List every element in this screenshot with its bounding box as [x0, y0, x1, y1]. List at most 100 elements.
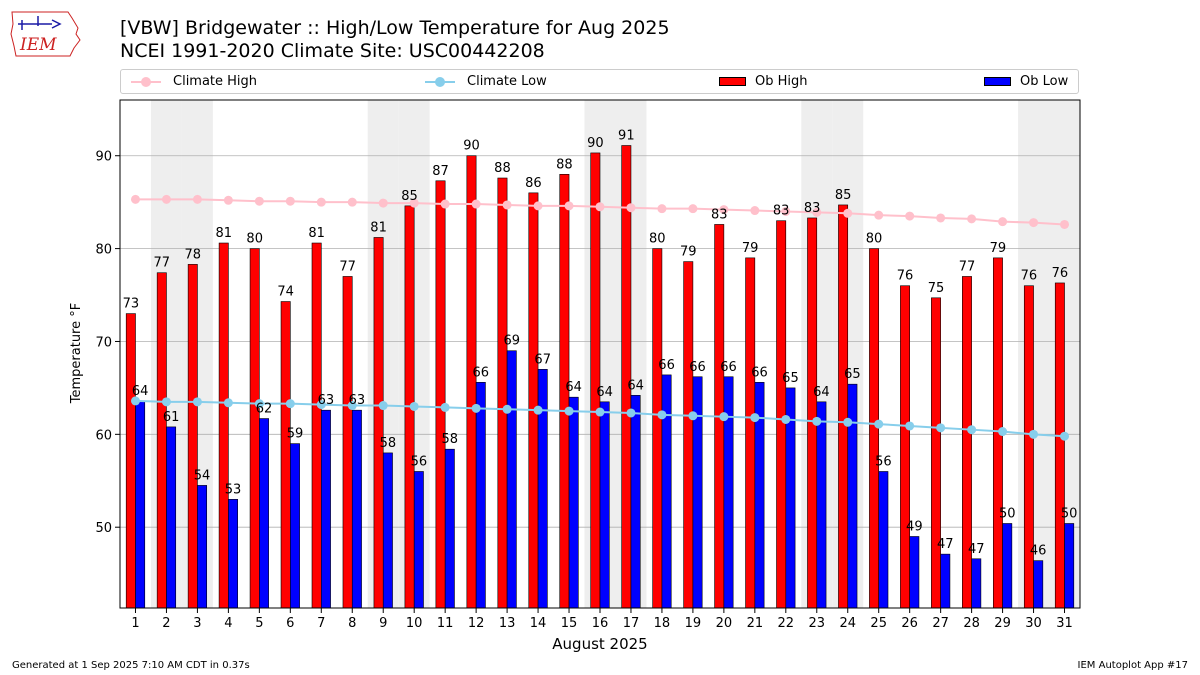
x-tick-label: 10	[406, 616, 423, 631]
ob-low-label: 56	[411, 454, 428, 469]
ob-high-label: 81	[308, 226, 325, 241]
ob-low-bar	[413, 471, 424, 609]
ob-high-bar	[218, 242, 229, 609]
climate-low-point	[719, 412, 729, 422]
ob-low-label: 50	[999, 506, 1016, 521]
climate-high-point	[657, 204, 667, 214]
x-tick-label: 11	[437, 616, 454, 631]
climate-high-point	[688, 204, 698, 214]
climate-low-point	[843, 417, 853, 427]
climate-high-point	[254, 196, 264, 206]
climate-low-point	[967, 425, 977, 435]
weekend-shade-day-10	[398, 100, 430, 608]
ob-low-label: 65	[844, 367, 861, 382]
ob-low-bar	[1002, 523, 1013, 609]
x-tick-label: 3	[193, 616, 201, 631]
ob-low-bar	[754, 382, 765, 609]
climate-low-point	[533, 405, 543, 415]
x-tick-label: 31	[1056, 616, 1073, 631]
ob-low-bar	[135, 400, 146, 609]
ob-low-label: 63	[349, 393, 366, 408]
ob-low-bar	[290, 443, 300, 609]
x-tick-label: 15	[561, 616, 578, 631]
ob-high-label: 73	[123, 297, 140, 312]
y-axis-label: Temperature °F	[69, 303, 84, 404]
climate-high-point	[967, 214, 977, 224]
ob-high-bar	[373, 237, 384, 609]
ob-low-label: 69	[503, 334, 520, 349]
ob-high-label: 91	[618, 129, 635, 144]
ob-low-bar	[816, 401, 827, 609]
y-tick-label-70: 70	[95, 335, 112, 350]
ob-high-label: 83	[773, 204, 790, 219]
ob-high-bar	[590, 152, 601, 609]
ob-low-bar	[847, 383, 858, 609]
ob-high-bar	[125, 313, 136, 609]
y-tick-label-60: 60	[95, 428, 112, 443]
climate-high-point	[223, 195, 233, 205]
ob-high-bar	[156, 272, 167, 609]
ob-high-label: 75	[928, 281, 945, 296]
ob-high-bar	[838, 204, 849, 609]
ob-low-label: 66	[658, 358, 675, 373]
climate-high-point	[161, 194, 171, 204]
ob-high-bar	[714, 224, 725, 609]
climate-low-point	[750, 413, 760, 423]
climate-low-point	[409, 401, 419, 411]
chart-subtitle: NCEI 1991-2020 Climate Site: USC00442208	[120, 40, 545, 62]
climate-high-swatch	[131, 76, 161, 87]
ob-high-bar	[621, 145, 632, 609]
ob-low-bar	[568, 396, 579, 609]
ob-high-bar	[962, 276, 972, 609]
ob-low-bar	[630, 395, 641, 609]
climate-high-point	[440, 199, 450, 209]
weekend-shade-day-9	[367, 100, 399, 608]
ob-high-bar	[249, 248, 260, 609]
ob-low-bar	[506, 350, 517, 609]
ob-high-label: 85	[835, 188, 852, 203]
generated-timestamp: Generated at 1 Sep 2025 7:10 AM CDT in 0…	[12, 660, 250, 671]
ob-low-bar	[537, 369, 548, 609]
ob-high-bar	[435, 180, 446, 609]
climate-high-point	[192, 194, 202, 204]
ob-high-bar	[497, 177, 508, 609]
climate-lines	[130, 194, 1070, 441]
climate-high-point	[998, 217, 1008, 227]
ob-high-bar	[683, 261, 694, 609]
ob-low-bar	[259, 418, 269, 609]
ob-low-bar	[785, 387, 796, 609]
iowa-outline-shape	[10, 11, 81, 57]
legend-label-climate-high: Climate High	[173, 74, 258, 89]
ob-low-label: 47	[968, 542, 985, 557]
x-tick-label: 2	[162, 616, 170, 631]
weekend-shade-day-3	[181, 100, 213, 608]
ob-low-label: 61	[163, 410, 180, 425]
ob-low-label: 66	[751, 365, 768, 380]
ob-high-label: 88	[494, 161, 511, 176]
weekend-shade-day-31	[1049, 100, 1080, 608]
x-tick-label: 18	[654, 616, 671, 631]
climate-high-point	[905, 211, 915, 221]
ob-low-label: 54	[194, 468, 211, 483]
ob-high-swatch	[719, 77, 746, 86]
ob-high-bar	[187, 264, 198, 609]
climate-high-point	[471, 199, 481, 209]
climate-low-line	[135, 399, 1065, 438]
ob-high-bar	[311, 242, 322, 609]
climate-low-point	[1060, 431, 1070, 441]
x-tick-label: 24	[839, 616, 856, 631]
ob-low-bar	[909, 536, 920, 609]
ob-low-bar	[971, 558, 982, 609]
climate-low-point	[223, 398, 233, 408]
app-identifier: IEM Autoplot App #17	[1077, 660, 1188, 671]
x-tick-label: 17	[623, 616, 640, 631]
climate-high-point	[781, 206, 791, 216]
x-tick-label: 26	[901, 616, 918, 631]
legend-item-climate-low: Climate Low	[425, 70, 547, 93]
climate-low-point	[378, 401, 388, 411]
climate-low-point	[998, 427, 1008, 437]
weekend-shade-day-23	[801, 100, 833, 608]
climate-low-point	[502, 404, 512, 414]
ob-high-bar	[528, 192, 539, 609]
